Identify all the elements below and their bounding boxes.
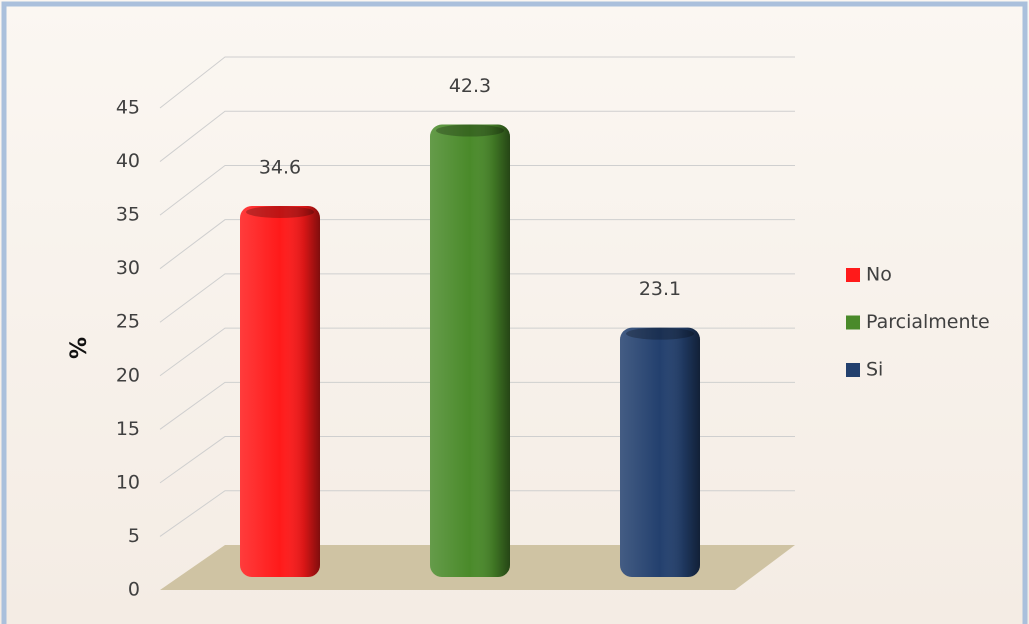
grid-line — [159, 56, 795, 109]
legend-swatch — [846, 363, 860, 377]
y-axis-label: % — [67, 337, 92, 359]
grid-line — [159, 436, 795, 484]
legend-label: Parcialmente — [866, 311, 990, 333]
grid-line — [159, 327, 795, 377]
y-tick-label: 30 — [116, 257, 140, 279]
y-tick-label: 15 — [116, 418, 140, 440]
legend-label: Si — [866, 359, 883, 381]
grid-line — [159, 381, 795, 430]
legend-swatch — [846, 315, 860, 330]
y-tick-label: 10 — [116, 471, 140, 493]
y-tick-label: 25 — [116, 311, 140, 333]
grid-line — [159, 110, 795, 162]
y-tick-label: 20 — [116, 364, 140, 386]
y-tick-label: 35 — [116, 204, 140, 226]
legend-label: No — [866, 264, 892, 286]
y-tick-label: 40 — [116, 150, 140, 172]
value-label: 42.3 — [449, 75, 491, 97]
bar-cap — [436, 124, 504, 137]
bar-shading — [240, 206, 320, 577]
grid-line — [159, 219, 795, 270]
bar-cap — [626, 327, 694, 340]
y-tick-label: 0 — [128, 579, 140, 601]
legend-swatch — [846, 268, 860, 282]
value-label: 23.1 — [639, 278, 681, 300]
bar-shading — [620, 327, 700, 577]
grid-line — [159, 164, 795, 216]
grid-line — [159, 490, 795, 537]
y-tick-label: 5 — [128, 525, 140, 547]
y-tick-label: 45 — [116, 97, 140, 119]
bar-shading — [430, 124, 510, 577]
grid-line — [159, 273, 795, 323]
value-label: 34.6 — [259, 157, 301, 179]
bar-cap — [246, 206, 314, 219]
